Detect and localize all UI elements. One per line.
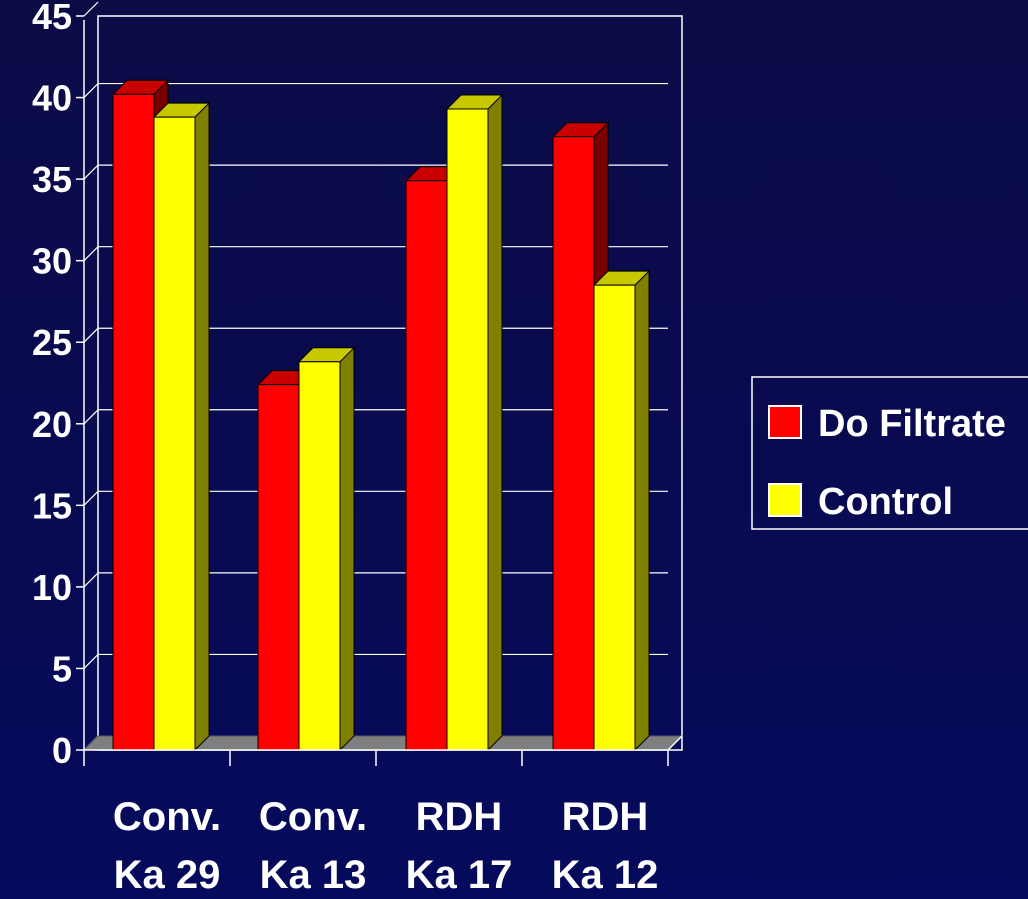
category-label: RDH — [562, 795, 649, 839]
category-label: RDH — [416, 795, 503, 839]
category-label: Ka 12 — [552, 853, 659, 897]
y-tick-label: 35 — [32, 159, 72, 200]
y-tick-label: 30 — [32, 241, 72, 282]
gridline-depth — [83, 409, 99, 425]
category-label: Conv. — [113, 795, 221, 839]
gridline-depth — [83, 246, 99, 262]
bar-control-0 — [152, 101, 211, 752]
category-label: Ka 13 — [260, 853, 367, 897]
y-tick-label: 0 — [52, 730, 72, 771]
bar-front — [298, 361, 341, 751]
gridline-depth — [83, 490, 99, 506]
bars — [111, 79, 651, 752]
bar-control-1 — [297, 346, 356, 752]
gridline-depth — [83, 327, 99, 343]
legend-label: Do Filtrate — [818, 403, 1006, 445]
y-tick-label: 10 — [32, 567, 72, 608]
bar-front — [552, 136, 595, 751]
legend: Do Filtrate Control — [751, 376, 1028, 530]
gridline-depth — [83, 654, 99, 669]
legend-label: Control — [818, 481, 953, 523]
legend-box — [751, 376, 1028, 530]
bar-front — [446, 108, 489, 751]
bar-front — [405, 180, 448, 751]
y-tick-label: 45 — [32, 0, 72, 37]
axes: 0 5 10 15 20 25 30 35 40 45 Conv. Ka 29 Conv. Ka 13 RD… — [32, 0, 683, 897]
gridline-depth — [83, 1, 99, 17]
legend-swatch — [768, 405, 802, 439]
bar-front — [257, 384, 300, 751]
bar-front — [112, 93, 155, 751]
gridline-depth — [83, 572, 99, 588]
bar-side — [339, 346, 355, 752]
bar-control-3 — [592, 269, 651, 752]
floor-edge — [667, 735, 683, 751]
bar-front — [593, 284, 636, 751]
legend-swatch — [768, 483, 802, 517]
bar-side — [194, 101, 210, 752]
y-tick-label: 20 — [32, 404, 72, 445]
bar-front — [153, 116, 196, 751]
bar-side — [634, 269, 650, 752]
category-label: Conv. — [259, 795, 367, 839]
y-tick-label: 5 — [52, 648, 72, 689]
category-label: Ka 17 — [406, 853, 513, 897]
y-tick-label: 25 — [32, 322, 72, 363]
gridline-depth — [83, 83, 99, 98]
bar-side — [487, 93, 503, 752]
category-label: Ka 29 — [114, 853, 221, 897]
bar-control-2 — [445, 93, 504, 752]
y-tick-label: 15 — [32, 485, 72, 526]
y-tick-label: 40 — [32, 78, 72, 119]
gridline-depth — [83, 164, 99, 180]
